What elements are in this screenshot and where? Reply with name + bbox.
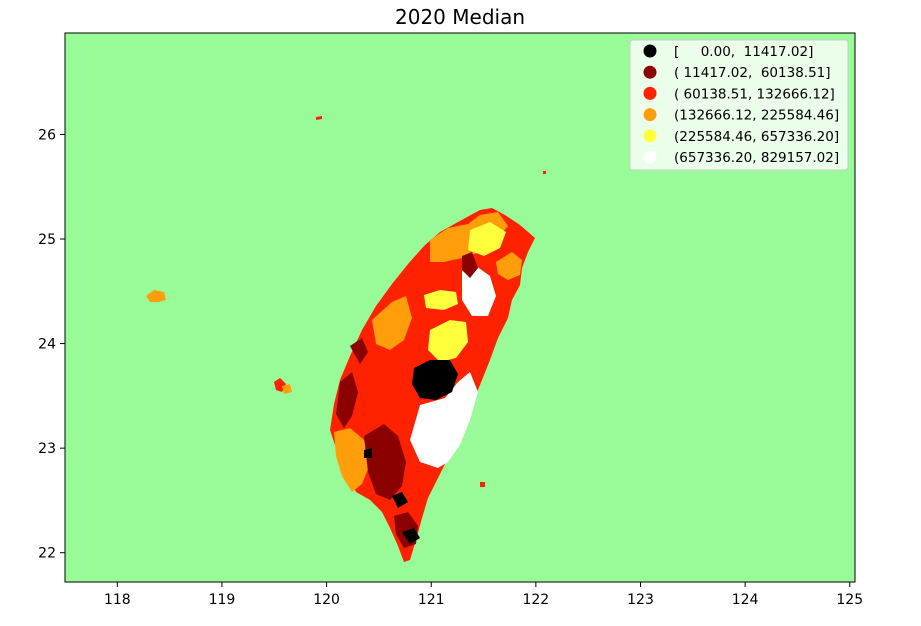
- region-central-white: [410, 372, 478, 468]
- region-islet-ne: [543, 171, 546, 174]
- legend-marker: [643, 129, 657, 143]
- x-tick-label: 120: [313, 592, 340, 608]
- region-black-central: [412, 360, 458, 400]
- x-tick-label: 123: [627, 592, 654, 608]
- region-west-darkred: [336, 372, 358, 428]
- x-axis: 118 119 120 121 122 123 124 125: [104, 582, 863, 608]
- legend-label: ( 11417.02, 60138.51]: [674, 65, 831, 81]
- chart-title: 2020 Median: [395, 5, 525, 29]
- x-tick-label: 118: [104, 592, 131, 608]
- legend-marker: [643, 150, 657, 164]
- legend-box: [629, 39, 849, 171]
- y-tick-label: 25: [38, 232, 56, 248]
- region-green-island: [480, 482, 485, 487]
- legend-label: [ 0.00, 11417.02]: [674, 44, 813, 60]
- region-penghu-2: [282, 384, 292, 394]
- legend: [ 0.00, 11417.02] ( 11417.02, 60138.51] ( …: [629, 39, 849, 171]
- region-kinmen: [146, 290, 166, 302]
- region-black-small: [364, 448, 372, 458]
- x-tick-label: 121: [418, 592, 445, 608]
- map-land: [146, 116, 546, 562]
- region-matsu: [316, 116, 322, 120]
- region-yellow-2: [424, 290, 458, 310]
- region-central-darkred: [350, 338, 368, 364]
- legend-label: ( 60138.51, 132666.12]: [674, 86, 835, 102]
- x-tick-label: 125: [836, 592, 863, 608]
- y-tick-label: 22: [38, 546, 56, 562]
- region-yellow-3: [428, 320, 468, 362]
- legend-marker: [643, 65, 657, 79]
- region-black-tip: [402, 528, 420, 544]
- y-tick-label: 23: [38, 441, 56, 457]
- y-tick-label: 26: [38, 127, 56, 143]
- y-tick-label: 24: [38, 337, 56, 353]
- x-tick-label: 119: [209, 592, 236, 608]
- legend-label: (132666.12, 225584.46]: [674, 108, 839, 124]
- region-south-darkred: [364, 424, 406, 500]
- region-yellow-1: [468, 222, 506, 256]
- y-axis: 22 23 24 25 26: [38, 127, 65, 562]
- legend-marker: [643, 44, 657, 58]
- x-tick-label: 122: [522, 592, 549, 608]
- region-west-orange: [372, 296, 412, 350]
- x-tick-label: 124: [732, 592, 759, 608]
- region-black-south: [392, 492, 408, 508]
- legend-marker: [643, 108, 657, 122]
- region-north-darkred: [462, 252, 478, 278]
- region-northeast-orange: [496, 252, 522, 280]
- legend-marker: [643, 86, 657, 100]
- legend-label: (657336.20, 829157.02]: [674, 150, 839, 166]
- legend-label: (225584.46, 657336.20]: [674, 129, 839, 145]
- region-southwest-orange: [334, 428, 370, 492]
- region-north-white: [462, 266, 496, 316]
